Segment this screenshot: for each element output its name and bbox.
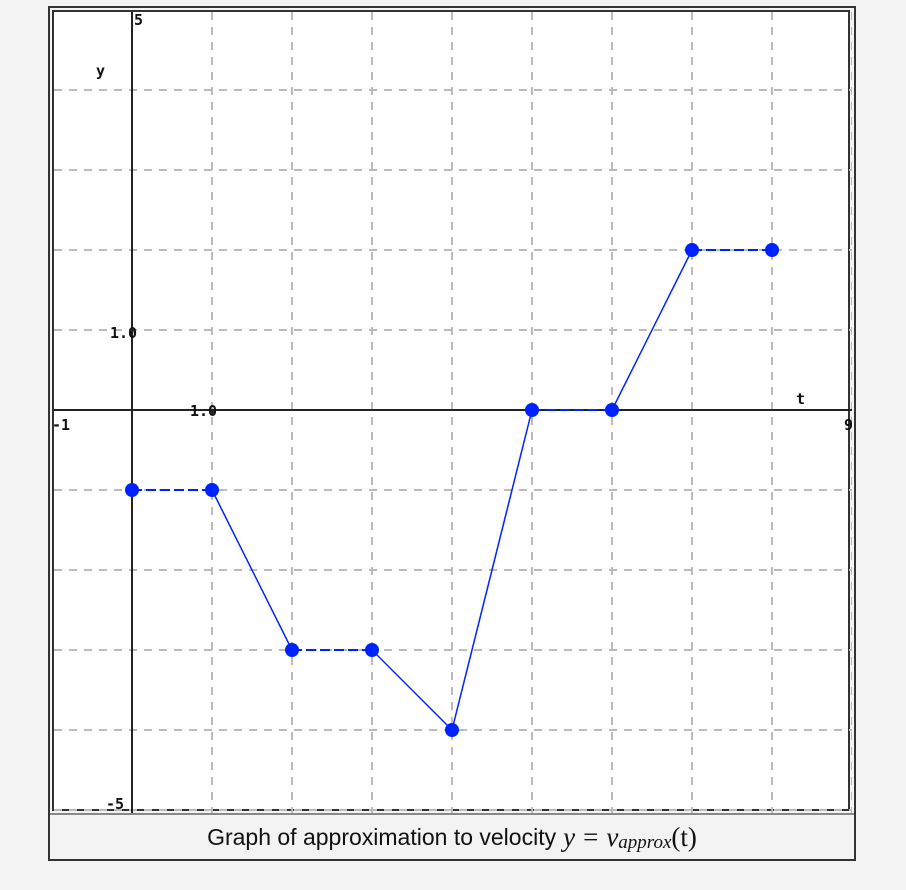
data-point [685,243,699,257]
x-min-label: -1 [54,416,70,434]
series-segment [371,649,453,731]
data-point [445,723,459,737]
data-point [765,243,779,257]
series-segment [611,249,693,411]
data-point [125,483,139,497]
x-unit-label: 1.0 [190,402,217,420]
caption-text: Graph of approximation to velocity [207,824,557,850]
x-unit-tick [210,410,214,414]
velocity-chart: 5 y 1.0 1.0 -1 t 9 -5 [54,12,852,813]
data-point [285,643,299,657]
y-unit-tick [130,328,134,332]
y-min-label: -5 [106,795,124,813]
graph-figure: 5 y 1.0 1.0 -1 t 9 -5 Graph of approximation to… [48,6,856,861]
data-point [525,403,539,417]
figure-caption: Graph of approximation to velocity y = vap… [50,816,854,859]
data-point [205,483,219,497]
data-point [365,643,379,657]
y-max-label: 5 [134,12,143,29]
y-axis-label: y [96,62,105,80]
series-segment [451,409,533,731]
series-segment [211,489,293,651]
data-point [605,403,619,417]
plot-area: 5 y 1.0 1.0 -1 t 9 -5 [52,10,852,813]
x-max-label: 9 [844,416,852,434]
caption-formula: y = vapprox(t) [563,822,697,853]
x-axis-label: t [796,390,805,408]
y-unit-label: 1.0 [110,324,137,342]
caption-divider [50,813,854,815]
